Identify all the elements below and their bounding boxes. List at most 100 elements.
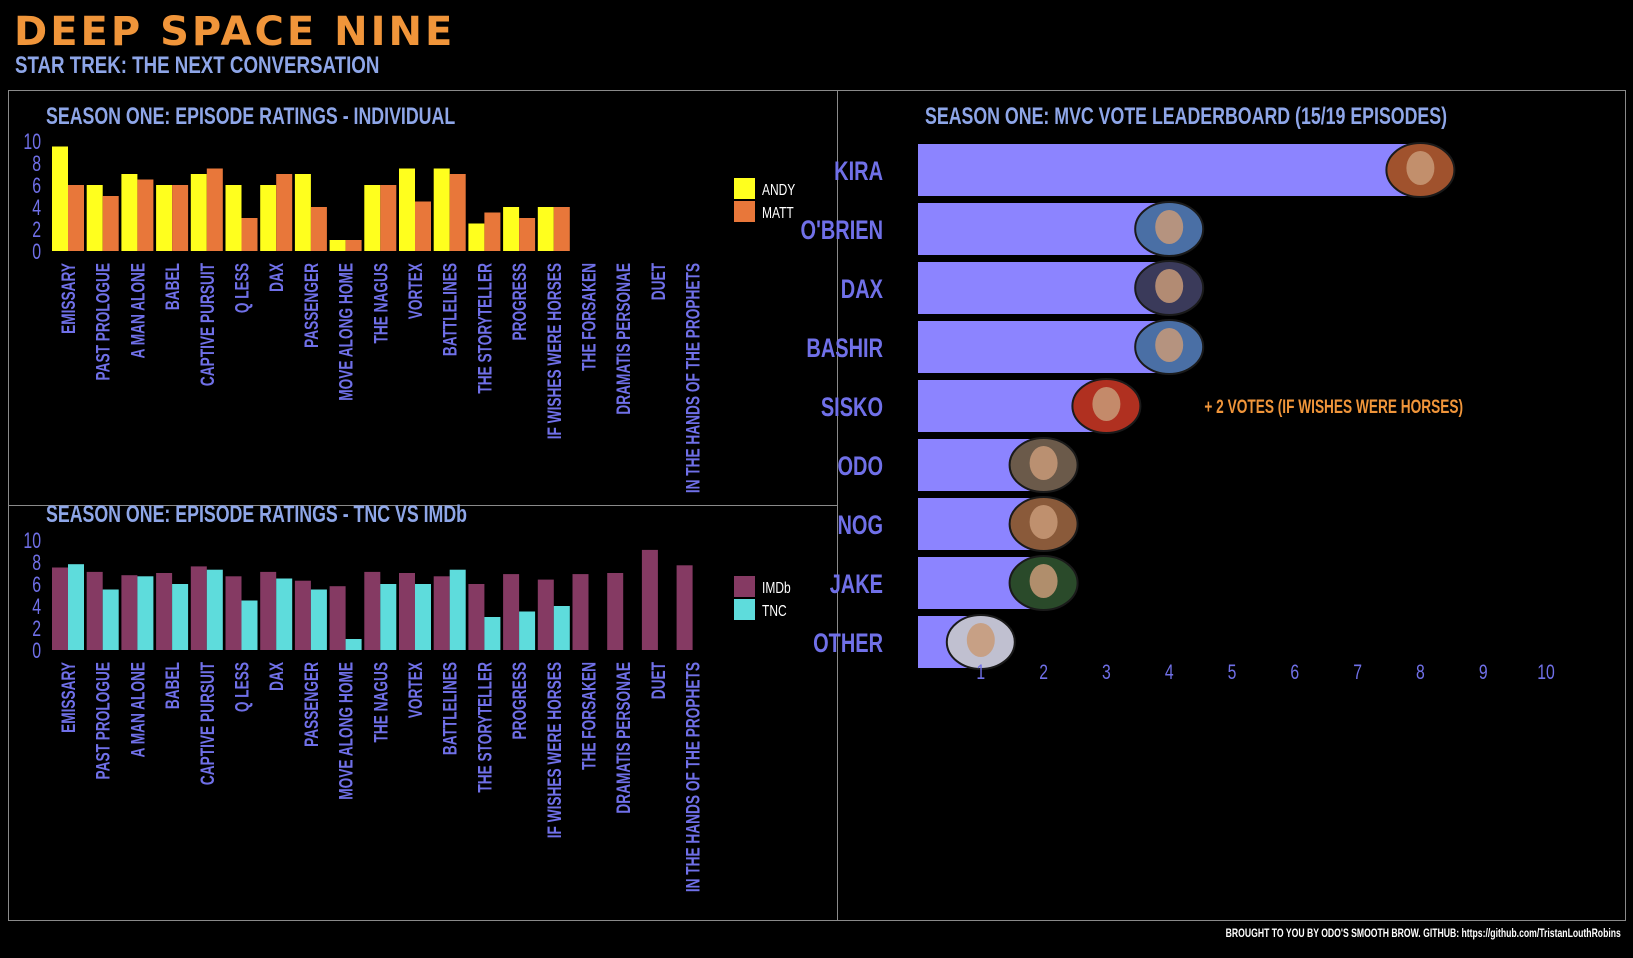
legend-swatch-imdb xyxy=(734,576,755,597)
ytick-label-0: 0 xyxy=(32,241,41,265)
ytick-label-4: 4 xyxy=(32,197,41,221)
xtick-label-passenger: PASSENGER xyxy=(301,662,323,747)
xtick-label-q-less: Q LESS xyxy=(231,662,253,712)
bar-andy-q-less xyxy=(225,185,242,251)
xtick-label-babel: BABEL xyxy=(162,263,184,310)
bar-tnc-emissary xyxy=(68,564,84,650)
bar-matt-q-less xyxy=(241,218,258,251)
bar-andy-passenger xyxy=(294,174,311,251)
bar-andy-progress xyxy=(503,207,520,251)
xtick-label-a-man-alone: A MAN ALONE xyxy=(127,662,149,757)
bar-matt-vortex xyxy=(415,201,431,251)
xtick-label-4: 4 xyxy=(1165,660,1174,684)
ytick-label-6: 6 xyxy=(32,574,41,598)
xtick-label-8: 8 xyxy=(1416,660,1425,684)
individual-chart-title: SEASON ONE: EPISODE RATINGS - INDIVIDUAL xyxy=(46,103,456,130)
portrait-face-o-brien xyxy=(1155,210,1184,244)
ytick-label-8: 8 xyxy=(32,153,41,177)
bar-bashir xyxy=(918,321,1170,373)
bar-matt-dax xyxy=(276,174,293,251)
bar-tnc-captive-pursuit xyxy=(206,569,223,650)
bar-tnc-the-nagus xyxy=(380,584,397,650)
bar-kira xyxy=(918,144,1421,196)
xtick-label-a-man-alone: A MAN ALONE xyxy=(127,263,149,358)
mvc-chart-title: SEASON ONE: MVC VOTE LEADERBOARD (15/19 … xyxy=(925,103,1448,130)
bar-tnc-vortex xyxy=(415,584,431,650)
xtick-label-babel: BABEL xyxy=(162,662,184,709)
category-label-other: OTHER xyxy=(813,628,883,659)
category-label-bashir: BASHIR xyxy=(806,333,883,364)
tnc-vs-imdb-panel: SEASON ONE: EPISODE RATINGS - TNC VS IMD… xyxy=(8,501,838,921)
xtick-label-3: 3 xyxy=(1102,660,1111,684)
portrait-face-dax xyxy=(1155,269,1184,303)
bar-tnc-babel xyxy=(172,584,189,650)
xtick-label-move-along-home: MOVE ALONG HOME xyxy=(335,263,357,401)
xtick-label-the-storyteller: THE STORYTELLER xyxy=(474,662,496,793)
xtick-label-7: 7 xyxy=(1353,660,1362,684)
xtick-label-5: 5 xyxy=(1228,660,1237,684)
legend-swatch-matt xyxy=(734,201,755,222)
xtick-label-in-the-hands-of-the-prophets: IN THE HANDS OF THE PROPHETS xyxy=(682,263,704,493)
xtick-label-the-storyteller: THE STORYTELLER xyxy=(474,263,496,394)
xtick-label-q-less: Q LESS xyxy=(231,263,253,313)
bar-imdb-emissary xyxy=(52,567,68,650)
bar-imdb-dramatis-personae xyxy=(607,573,624,650)
ytick-label-2: 2 xyxy=(32,219,41,243)
bar-matt-progress xyxy=(519,218,536,251)
ytick-label-10: 10 xyxy=(23,131,41,155)
bar-imdb-past-prologue xyxy=(86,571,103,650)
bar-andy-dax xyxy=(260,185,277,251)
legend-label-andy: ANDY xyxy=(762,180,796,198)
ytick-label-10: 10 xyxy=(23,530,41,554)
xtick-label-dramatis-personae: DRAMATIS PERSONAE xyxy=(613,662,635,814)
imdb-chart-title: SEASON ONE: EPISODE RATINGS - TNC VS IMD… xyxy=(46,501,468,528)
bar-andy-the-storyteller xyxy=(468,223,485,251)
bar-imdb-progress xyxy=(503,574,520,650)
bar-dax xyxy=(918,262,1170,314)
xtick-label-vortex: VORTEX xyxy=(405,263,427,319)
bar-matt-a-man-alone xyxy=(137,179,154,251)
ytick-label-6: 6 xyxy=(32,175,41,199)
bar-andy-captive-pursuit xyxy=(190,174,207,251)
bar-matt-move-along-home xyxy=(345,240,362,251)
xtick-label-if-wishes-were-horses: IF WISHES WERE HORSES xyxy=(544,662,566,838)
bar-imdb-move-along-home xyxy=(329,586,346,650)
xtick-label-passenger: PASSENGER xyxy=(301,263,323,348)
xtick-label-in-the-hands-of-the-prophets: IN THE HANDS OF THE PROPHETS xyxy=(682,662,704,892)
ytick-label-4: 4 xyxy=(32,596,41,620)
category-label-sisko: SISKO xyxy=(821,392,883,423)
bar-imdb-the-storyteller xyxy=(468,584,485,650)
bar-tnc-a-man-alone xyxy=(137,576,154,650)
bar-andy-if-wishes-were-horses xyxy=(537,207,554,251)
xtick-label-progress: PROGRESS xyxy=(509,662,531,740)
xtick-label-9: 9 xyxy=(1479,660,1488,684)
xtick-label-10: 10 xyxy=(1537,660,1555,684)
xtick-label-the-nagus: THE NAGUS xyxy=(370,662,392,743)
bar-matt-the-storyteller xyxy=(484,212,501,251)
xtick-label-1: 1 xyxy=(976,660,985,684)
bar-andy-the-nagus xyxy=(364,185,381,251)
xtick-label-past-prologue: PAST PROLOGUE xyxy=(92,263,114,381)
bar-matt-past-prologue xyxy=(102,196,119,251)
bar-matt-captive-pursuit xyxy=(206,168,223,251)
category-label-dax: DAX xyxy=(841,274,883,305)
bar-tnc-if-wishes-were-horses xyxy=(553,606,570,650)
page-subtitle: STAR TREK: THE NEXT CONVERSATION xyxy=(15,52,380,79)
xtick-label-captive-pursuit: CAPTIVE PURSUIT xyxy=(197,662,219,785)
bar-imdb-passenger xyxy=(294,580,311,650)
category-label-nog: NOG xyxy=(837,510,883,541)
xtick-label-6: 6 xyxy=(1290,660,1299,684)
portrait-face-sisko xyxy=(1092,387,1121,421)
xtick-label-vortex: VORTEX xyxy=(405,662,427,718)
bar-andy-battlelines xyxy=(433,168,450,251)
xtick-label-dax: DAX xyxy=(266,662,288,691)
bar-imdb-babel xyxy=(156,573,173,650)
bar-tnc-move-along-home xyxy=(345,639,362,650)
bar-matt-passenger xyxy=(310,207,327,251)
xtick-label-dramatis-personae: DRAMATIS PERSONAE xyxy=(613,263,635,415)
portrait-face-other xyxy=(966,623,995,657)
bar-imdb-dax xyxy=(260,571,277,650)
bar-tnc-q-less xyxy=(241,600,258,650)
